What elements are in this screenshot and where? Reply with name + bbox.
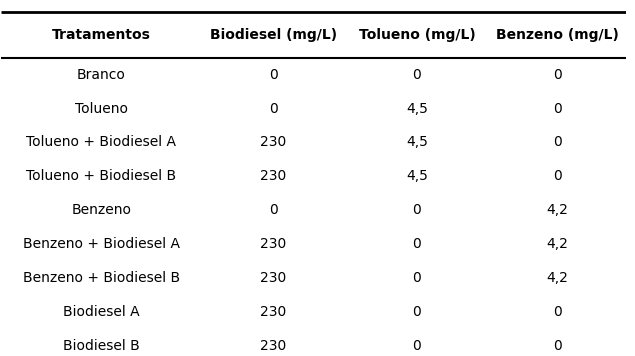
Text: Tolueno (mg/L): Tolueno (mg/L)	[359, 28, 476, 42]
Text: 230: 230	[260, 271, 286, 285]
Text: 230: 230	[260, 339, 286, 353]
Text: 0: 0	[413, 237, 422, 251]
Text: Biodiesel (mg/L): Biodiesel (mg/L)	[210, 28, 337, 42]
Text: Tratamentos: Tratamentos	[52, 28, 151, 42]
Text: Tolueno + Biodiesel B: Tolueno + Biodiesel B	[26, 169, 177, 183]
Text: 0: 0	[413, 339, 422, 353]
Text: Benzeno + Biodiesel B: Benzeno + Biodiesel B	[23, 271, 180, 285]
Text: 4,2: 4,2	[547, 203, 568, 218]
Text: Benzeno (mg/L): Benzeno (mg/L)	[496, 28, 619, 42]
Text: Benzeno + Biodiesel A: Benzeno + Biodiesel A	[23, 237, 180, 251]
Text: 0: 0	[413, 203, 422, 218]
Text: 230: 230	[260, 237, 286, 251]
Text: Tolueno: Tolueno	[75, 101, 128, 115]
Text: 0: 0	[269, 68, 277, 82]
Text: Benzeno: Benzeno	[71, 203, 131, 218]
Text: 4,5: 4,5	[406, 101, 428, 115]
Text: 4,5: 4,5	[406, 136, 428, 150]
Text: 4,5: 4,5	[406, 169, 428, 183]
Text: 230: 230	[260, 305, 286, 319]
Text: 0: 0	[553, 101, 562, 115]
Text: 0: 0	[269, 203, 277, 218]
Text: 4,2: 4,2	[547, 271, 568, 285]
Text: Biodiesel B: Biodiesel B	[63, 339, 140, 353]
Text: Tolueno + Biodiesel A: Tolueno + Biodiesel A	[27, 136, 177, 150]
Text: 0: 0	[553, 136, 562, 150]
Text: 230: 230	[260, 169, 286, 183]
Text: 4,2: 4,2	[547, 237, 568, 251]
Text: 0: 0	[413, 68, 422, 82]
Text: 0: 0	[413, 271, 422, 285]
Text: 0: 0	[413, 305, 422, 319]
Text: 230: 230	[260, 136, 286, 150]
Text: 0: 0	[553, 305, 562, 319]
Text: 0: 0	[553, 68, 562, 82]
Text: Biodiesel A: Biodiesel A	[63, 305, 140, 319]
Text: 0: 0	[269, 101, 277, 115]
Text: 0: 0	[553, 339, 562, 353]
Text: 0: 0	[553, 169, 562, 183]
Text: Branco: Branco	[77, 68, 126, 82]
